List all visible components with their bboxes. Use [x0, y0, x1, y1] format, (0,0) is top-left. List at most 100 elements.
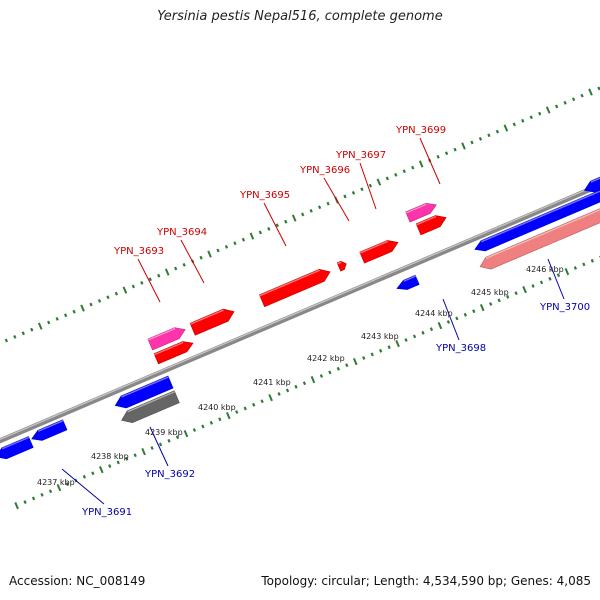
tick-mark [122, 286, 128, 294]
label-leader-line [61, 468, 105, 505]
gene-label: YPN_3692 [144, 469, 195, 480]
tick-mark [37, 322, 43, 330]
map-title: Yersinia pestis Nepal516, complete genom… [157, 9, 443, 24]
kbp-tick-label: 4238 kbp [91, 452, 129, 461]
gene-labels: 4237 kbp 4238 kbp 4239 kbp 4240 kbp 4241 kbp… [37, 125, 590, 518]
gene-arrow-highlight [481, 190, 600, 243]
label-leader-line [442, 298, 460, 341]
tick-mark [352, 357, 358, 366]
tick-mark [284, 219, 288, 224]
tick-mark [97, 298, 102, 303]
tick-mark [328, 370, 332, 375]
tick-mark [243, 406, 247, 411]
gene-arrow-highlight [337, 261, 342, 265]
tick-mark [555, 104, 559, 109]
gene-arrow [259, 269, 331, 308]
tick-mark [241, 237, 246, 242]
tick-mark [573, 266, 578, 270]
tick-mark [225, 412, 231, 420]
tick-mark [548, 276, 552, 281]
tick-mark [167, 438, 171, 443]
tick-mark [506, 294, 510, 299]
tick-mark [157, 273, 161, 278]
tick-mark [351, 190, 356, 195]
tick-mark [571, 97, 576, 102]
kbp-tick-label: 4241 kbp [253, 378, 291, 387]
tick-mark [106, 295, 110, 300]
gene-arrow-highlight [1, 436, 30, 450]
tick-mark [31, 496, 36, 501]
tick-mark [125, 456, 129, 461]
pseudogene-arrow-highlight [147, 327, 176, 341]
gene-arrow-highlight [403, 275, 416, 282]
gene-arrow [114, 375, 174, 409]
rna-feature-arrow-highlight [485, 208, 600, 259]
tick-mark [201, 424, 205, 429]
tick-mark [437, 321, 443, 330]
gene-arrow [583, 176, 600, 193]
gene-arrow [153, 341, 194, 365]
tick-mark [141, 448, 146, 456]
gene-arrow-highlight [590, 177, 600, 183]
gene-label: YPN_3695 [239, 190, 290, 201]
tick-mark [455, 316, 459, 321]
tick-mark [131, 284, 135, 289]
tick-mark [23, 500, 27, 504]
gene-label: YPN_3698 [435, 343, 486, 354]
gene-label: YPN_3693 [113, 246, 164, 257]
tick-mark [72, 309, 76, 314]
gene-arrow-highlight [190, 309, 224, 325]
tick-mark [395, 339, 400, 348]
tick-mark [538, 111, 542, 116]
tick-mark [368, 183, 373, 188]
gene-label: YPN_3696 [299, 165, 350, 176]
tick-mark [291, 214, 297, 222]
tick-mark [404, 338, 408, 342]
tick-mark [529, 115, 533, 120]
gene-arrow [336, 260, 347, 272]
tick-mark [479, 303, 485, 312]
tick-mark [429, 327, 434, 332]
tick-mark [461, 142, 466, 150]
tick-mark [376, 178, 382, 186]
gene-arrow-highlight [359, 240, 389, 254]
tick-mark [98, 466, 104, 474]
tick-mark [48, 489, 53, 494]
pseudogene-arrow-highlight [405, 203, 427, 214]
tick-mark [268, 394, 273, 402]
tick-mark [402, 169, 406, 174]
label-leader-line [180, 239, 205, 284]
tick-mark [436, 154, 440, 159]
tick-mark [114, 291, 119, 296]
kbp-tick-label: 4246 kbp [526, 265, 564, 274]
tick-mark [412, 334, 417, 339]
tick-mark [590, 258, 594, 263]
tick-mark [302, 381, 307, 386]
label-leader-line [323, 177, 350, 222]
tick-mark [470, 140, 474, 145]
tick-mark [14, 502, 19, 510]
tick-mark [235, 410, 239, 414]
gene-label: YPN_3697 [335, 150, 386, 161]
tick-mark [531, 284, 535, 288]
tick-mark [275, 223, 279, 228]
gene-label: YPN_3691 [81, 507, 132, 518]
tick-marks [0, 86, 600, 510]
tick-mark [218, 417, 222, 422]
tick-mark [478, 136, 483, 141]
kbp-tick-label: 4240 kbp [198, 403, 236, 412]
tick-mark [63, 313, 68, 318]
tick-mark [267, 226, 271, 231]
tick-mark [133, 453, 137, 458]
genome-summary-text: Topology: circular; Length: 4,534,590 bp… [261, 574, 591, 588]
tick-mark [563, 100, 567, 105]
tick-mark [285, 388, 290, 393]
tick-mark [345, 363, 349, 368]
tick-mark [56, 484, 62, 492]
tick-mark [394, 172, 398, 177]
tick-mark [301, 212, 305, 217]
tick-mark [108, 464, 112, 468]
tick-mark [453, 147, 457, 152]
tick-mark [503, 124, 509, 132]
tick-mark [209, 420, 213, 425]
